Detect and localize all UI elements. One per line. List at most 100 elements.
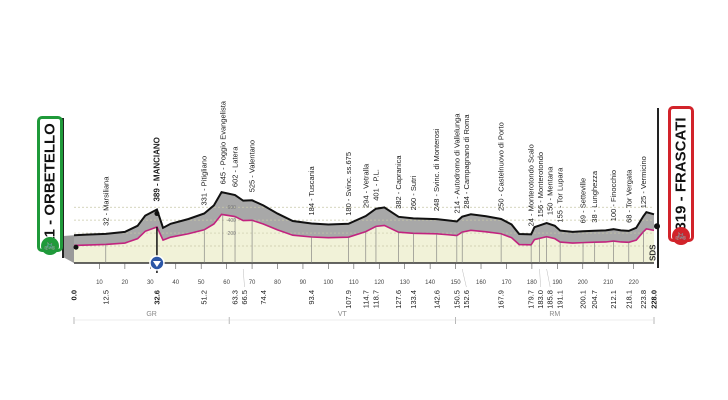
x-tick-label: 60 [223,280,230,286]
waypoint-km-label: 93.4 [307,290,316,305]
waypoint-label: 38 - Lunghezza [590,170,599,223]
profile-top-band [74,192,654,246]
x-tick-label: 90 [300,280,307,286]
x-tick-label: 110 [349,280,359,286]
km-leader-line [461,268,467,288]
x-tick-label: 120 [374,280,385,286]
waypoint-km-label: 74.4 [259,290,268,305]
waypoint-km-label: 212.1 [609,290,618,309]
x-tick-label: 140 [425,280,436,286]
endpoint-km-label: 228.0 [650,290,659,309]
x-tick-label: 200 [578,280,589,286]
start-point [73,244,79,250]
waypoint-km-label: 183.0 [536,290,545,309]
down-triangle-icon [152,261,161,267]
waypoint-km-label: 142.6 [432,290,441,309]
waypoint-km-label: 107.9 [344,290,353,309]
waypoint-km-label: 200.1 [579,290,588,309]
region-label: VT [338,311,348,318]
altitude-tick-label: 600 [228,205,237,211]
waypoint-label: 156 - Monterotondo [536,152,545,217]
waypoint-label: 180 - Svinc. ss.675 [344,152,353,216]
waypoint-km-label: 118.7 [371,290,380,308]
waypoint-km-label: 218.1 [624,290,633,309]
start-label: 11 - ORBETELLO [41,123,59,245]
waypoint-km-label: 114.7 [361,290,370,308]
x-tick-label: 30 [147,280,154,286]
waypoint-km-label: 204.7 [590,290,599,309]
waypoint-km-label: 32.6 [152,290,161,305]
x-tick-label: 130 [400,280,411,286]
waypoint-label: 248 - Svinc. di Monterosi [432,128,441,211]
waypoint-label: 68 - Tor Vergata [624,169,633,223]
waypoint-label: 645 - Poggio Evangelista [218,100,227,184]
waypoint-label: 214 - Autodromo di Vallelunga [452,113,461,214]
sprint-point [154,211,160,217]
x-tick-label: 100 [323,280,334,286]
waypoint-label: 32 - Marsiliana [101,176,110,226]
x-tick-label: 50 [198,280,205,286]
waypoint-km-label: 167.9 [497,290,506,309]
start-box: 11 - ORBETELLO 🚲 [37,116,63,255]
waypoint-label: 401 - P.L. [371,169,380,201]
x-tick-label: 10 [96,280,103,286]
waypoint-label: 294 - Vetralla [361,163,370,208]
waypoint-label: 389 - MANCIANO [152,137,161,201]
waypoint-km-label: 150.5 [452,290,461,309]
x-tick-label: 190 [552,280,563,286]
finish-box: 319 - FRASCATI 🚲 [668,106,694,245]
waypoint-label: 250 - Castelnuovo di Porto [497,122,506,211]
sds-logo: SDS [648,244,657,261]
waypoint-km-label: 223.8 [639,290,648,309]
waypoint-label: 125 - Vermicino [639,156,648,208]
waypoint-km-label: 51.2 [200,290,209,305]
x-tick-label: 70 [249,280,256,286]
x-tick-label: 20 [122,280,129,286]
x-tick-label: 80 [274,280,281,286]
x-tick-label: 180 [527,280,538,286]
waypoint-label: 184 - Tuscania [307,165,316,215]
x-tick-label: 150 [451,280,462,286]
waypoint-km-label: 133.4 [409,290,418,309]
cyclist-icon: 🚲 [672,227,690,245]
waypoint-label: 100 - Finocchio [609,170,618,221]
profile-side [63,235,74,263]
waypoint-label: 69 - Setteville [579,178,588,223]
waypoint-km-label: 66.5 [240,290,249,305]
region-label: GR [146,311,157,318]
endpoint-km-label: 0.0 [70,290,79,300]
waypoint-km-label: 191.1 [556,290,565,309]
waypoint-label: 284 - Campagnano di Roma [462,114,471,209]
x-tick-label: 40 [172,280,179,286]
waypoint-label: 525 - Valentano [248,140,257,192]
waypoint-km-label: 179.7 [527,290,536,309]
waypoint-km-label: 152.6 [462,290,471,309]
finish-label: 319 - FRASCATI [672,117,690,231]
x-tick-label: 220 [629,280,640,286]
km-leader-line [242,268,245,288]
waypoint-label: 382 - Capranica [394,155,403,209]
x-tick-label: 210 [603,280,614,286]
profile-outline [73,191,655,237]
waypoint-label: 260 - Sutri [409,175,418,210]
region-label: RM [549,311,560,318]
waypoint-km-label: 12.5 [101,290,110,305]
km-leader-line [546,268,551,288]
waypoint-km-label: 185.8 [546,290,555,309]
profile-area [74,214,654,263]
x-tick-label: 170 [501,280,512,286]
altitude-tick-label: 400 [228,218,237,224]
waypoint-label: 331 - Pitigliano [200,156,209,206]
waypoint-label: 155 - Tor Lupara [556,167,565,223]
waypoint-km-label: 63.3 [231,290,240,305]
finish-point [654,223,660,230]
waypoint-km-label: 127.6 [394,290,403,309]
waypoint-label: 150 - Mentana [546,166,555,215]
x-tick-label: 160 [476,280,487,286]
km-leader-line [539,268,541,288]
altitude-tick-label: 200 [228,231,237,237]
cyclist-icon: 🚲 [41,237,59,255]
waypoint-label: 602 - Latera [231,146,240,187]
waypoint-label: 24 - Monterotondo Scalo [527,144,536,226]
